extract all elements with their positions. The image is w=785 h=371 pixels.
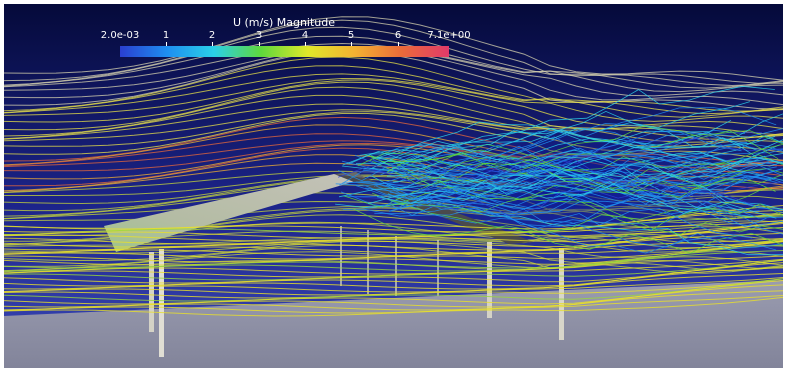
streamline xyxy=(371,150,725,191)
streamline xyxy=(4,81,783,136)
streamline xyxy=(381,143,783,185)
colorbar-min-label: 2.0e-03 xyxy=(100,30,140,41)
streamline xyxy=(374,170,775,228)
streamline xyxy=(367,172,783,211)
colorbar-tick-label: 1 xyxy=(162,30,170,41)
colorbar-legend: U (m/s) Magnitude 2.0e-03 1 2 3 4 5 6 7.… xyxy=(101,14,471,64)
streamline xyxy=(4,278,783,302)
colorbar-tick xyxy=(398,42,399,46)
colorbar-tick xyxy=(351,42,352,46)
streamline xyxy=(373,128,783,187)
colorbar-gradient xyxy=(120,46,449,57)
colorbar-tick-label: 5 xyxy=(347,30,355,41)
streamline xyxy=(341,101,751,170)
streamline xyxy=(368,136,783,163)
streamline xyxy=(337,122,742,182)
streamline xyxy=(370,113,783,163)
streamline xyxy=(365,166,777,209)
streamline xyxy=(337,165,754,206)
streamlines-front xyxy=(4,85,783,317)
streamline xyxy=(4,79,783,130)
colorbar-tick-label: 3 xyxy=(255,30,263,41)
streamline xyxy=(4,278,783,299)
streamline xyxy=(4,259,783,281)
streamline xyxy=(389,205,783,249)
streamline xyxy=(4,290,783,311)
streamline xyxy=(4,237,783,257)
streamline xyxy=(4,262,783,287)
streamline xyxy=(359,85,775,156)
streamline xyxy=(389,169,783,210)
streamline xyxy=(4,26,783,87)
colorbar-title: U (m/s) Magnitude xyxy=(232,16,336,29)
streamline xyxy=(4,221,783,242)
streamline xyxy=(342,141,748,183)
streamline xyxy=(342,180,753,239)
colorbar-tick xyxy=(166,42,167,46)
colorbar-tick-label: 2 xyxy=(208,30,216,41)
support-post xyxy=(559,248,564,340)
streamline xyxy=(4,77,783,122)
streamline xyxy=(342,168,724,217)
streamline xyxy=(4,249,783,272)
streamline xyxy=(353,203,783,237)
colorbar-max-label: 7.1e+00 xyxy=(427,30,471,41)
streamline xyxy=(391,153,783,184)
streamline xyxy=(386,179,783,235)
colorbar-tick xyxy=(305,42,306,46)
streamline xyxy=(354,181,783,217)
streamline xyxy=(386,145,783,186)
render-viewport[interactable]: U (m/s) Magnitude 2.0e-03 1 2 3 4 5 6 7.… xyxy=(4,4,783,368)
streamline xyxy=(4,16,783,81)
streamline xyxy=(4,65,783,115)
streamline xyxy=(338,181,753,218)
colorbar-tick-label: 6 xyxy=(394,30,402,41)
streamline xyxy=(342,144,780,178)
colorbar-tick xyxy=(212,42,213,46)
streamline xyxy=(4,19,783,84)
streamline xyxy=(4,296,783,317)
streamline xyxy=(345,194,777,254)
streamline xyxy=(363,107,777,170)
streamline xyxy=(371,135,783,174)
streamline xyxy=(370,125,779,186)
streamline xyxy=(4,35,783,89)
colorbar-tick xyxy=(259,42,260,46)
streamline xyxy=(364,175,778,215)
canopy-ridge xyxy=(334,172,366,178)
streamline xyxy=(355,110,776,165)
colorbar-tick-label: 4 xyxy=(301,30,309,41)
streamline xyxy=(389,174,772,212)
canopy-leeward-face xyxy=(334,174,534,244)
streamline xyxy=(4,240,783,263)
streamline xyxy=(4,272,783,293)
streamline xyxy=(364,154,767,232)
support-post xyxy=(487,242,492,318)
streamline xyxy=(376,178,777,219)
streamline xyxy=(4,56,783,112)
streamline xyxy=(4,215,783,236)
streamline xyxy=(4,221,783,245)
streamline xyxy=(349,168,783,198)
streamline xyxy=(393,168,783,208)
support-post xyxy=(149,252,154,332)
flow-visualization xyxy=(4,4,783,368)
streamline xyxy=(362,157,738,219)
streamline xyxy=(4,255,783,275)
